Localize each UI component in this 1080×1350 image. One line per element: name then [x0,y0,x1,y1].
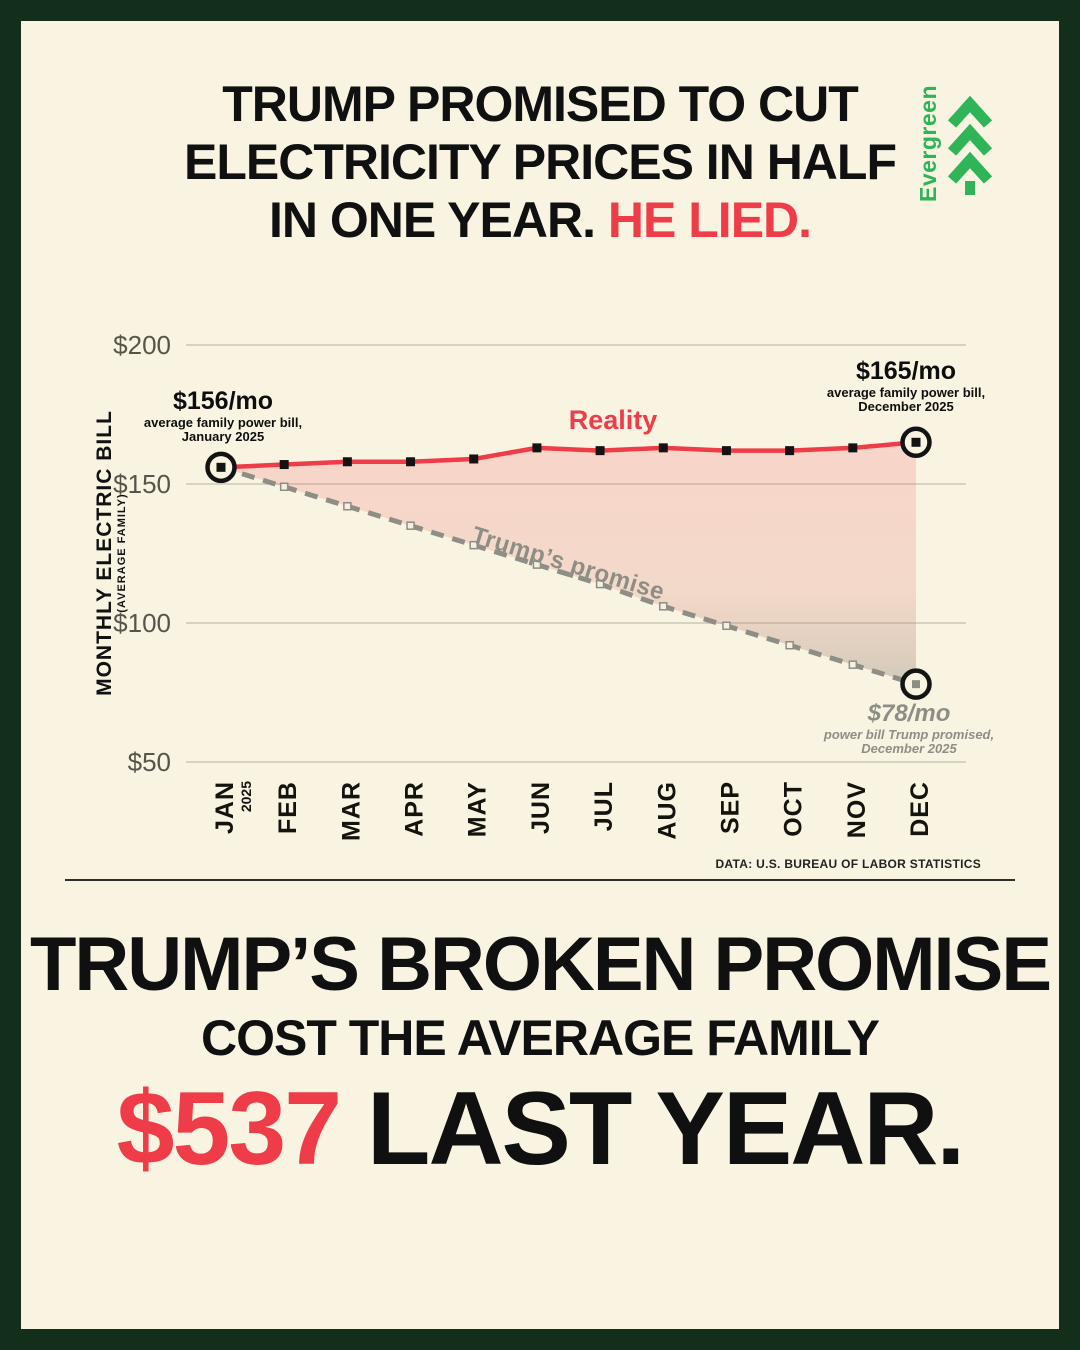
endpoint-square [911,437,921,447]
reality-point [848,443,858,453]
series-lines [220,440,917,687]
x-axis-label: JUL [590,781,618,831]
evergreen-tree-icon [947,95,993,195]
x-axis-label: DEC [906,781,934,837]
annotation-promise-end-sub2: December 2025 [861,741,957,756]
x-axis-year: 2025 [238,781,254,812]
annotation-promise-end-sub1: power bill Trump promised, [823,727,994,742]
point-markers [205,426,932,700]
y-axis-tick: $150 [113,469,171,499]
x-axis-label: FEB [274,781,302,834]
footer-amount: $537 [116,1071,342,1187]
reality-line [220,440,917,470]
x-axis-label: JAN [211,781,239,834]
headline: TRUMP PROMISED TO CUT ELECTRICITY PRICES… [51,75,1029,249]
headline-he-lied: HE LIED. [607,192,812,248]
y-axis-title-main: MONTHLY ELECTRIC BILL [93,410,116,696]
annotation-promise-end-value: $78/mo [867,700,951,727]
reality-point [721,446,731,456]
x-axis-label: OCT [780,781,808,837]
x-axis-label: APR [401,781,429,837]
x-axis-label: JUN [527,781,555,834]
reality-line-label: Reality [569,405,658,435]
reality-point [595,446,605,456]
x-axis-label: NOV [843,781,871,838]
x-axis-labels: JAN 2025 FEB MAR APR MAY JUN JUL AUG SEP OCT NOV DEC [211,781,934,841]
annotation-start-sub1: average family power bill, [144,415,302,430]
footer-line1: TRUMP’S BROKEN PROMISE [29,922,1052,1007]
reality-point [279,460,289,470]
poster: Evergreen TRUMP PROMISED TO CUT ELECTRIC… [21,21,1059,1329]
annotation-start-value: $156/mo [173,387,273,415]
x-axis-label: AUG [653,781,681,840]
promise-point [406,521,415,530]
y-axis-tick: $100 [113,608,171,638]
gap-area [221,442,916,685]
reality-point [469,454,479,464]
x-axis-label: SEP [716,781,744,834]
annotation-start-sub2: January 2025 [182,429,264,444]
promise-point [343,501,352,511]
chart-svg: $200 $150 $100 $50 JAN 2025 FEB MAR APR MAY JUN JU… [113,330,994,841]
promise-point [848,660,858,669]
headline-line2: ELECTRICITY PRICES IN HALF [183,134,897,190]
endpoint-square [912,680,920,689]
x-axis-label: MAY [464,781,492,837]
divider [65,879,1015,881]
annotation-reality-end-value: $165/mo [856,357,956,385]
electricity-price-chart: $200 $150 $100 $50 JAN 2025 FEB MAR APR MAY JUN JU… [21,323,1059,853]
promise-point [659,602,668,611]
promise-point [595,579,605,589]
annotation-reality-end-sub2: December 2025 [858,399,953,414]
headline-line1: TRUMP PROMISED TO CUT [222,76,859,132]
evergreen-logo: Evergreen [915,85,993,202]
promise-point [785,640,794,650]
promise-line [220,464,917,687]
y-axis-tick: $200 [113,330,171,360]
reality-point [785,446,795,456]
x-axis-label: MAR [337,781,365,841]
footer-message: TRUMP’S BROKEN PROMISE COST THE AVERAGE … [21,922,1059,1183]
reality-point [342,457,352,467]
reality-point [406,457,416,467]
promise-point [279,482,289,492]
reality-point [658,443,668,453]
headline-line3: IN ONE YEAR. [268,192,596,248]
promise-point [469,540,478,550]
footer-line3: $537 LAST YEAR. [21,1076,1059,1182]
y-axis-tick: $50 [128,747,171,777]
annotation-reality-end-sub1: average family power bill, [827,385,985,400]
promise-point [722,621,731,631]
promise-point [532,560,542,569]
footer-line3-rest: LAST YEAR. [340,1071,965,1187]
endpoint-square [216,462,226,472]
y-axis-title: MONTHLY ELECTRIC BILL (AVERAGE FAMILY) [93,383,128,723]
broken-promise-gap [221,442,916,685]
data-source: DATA: U.S. BUREAU OF LABOR STATISTICS [715,857,981,871]
evergreen-logo-text: Evergreen [915,85,941,203]
reality-point [532,443,542,453]
footer-line2: COST THE AVERAGE FAMILY [200,1010,880,1066]
y-axis-title-sub: (AVERAGE FAMILY) [116,493,129,613]
